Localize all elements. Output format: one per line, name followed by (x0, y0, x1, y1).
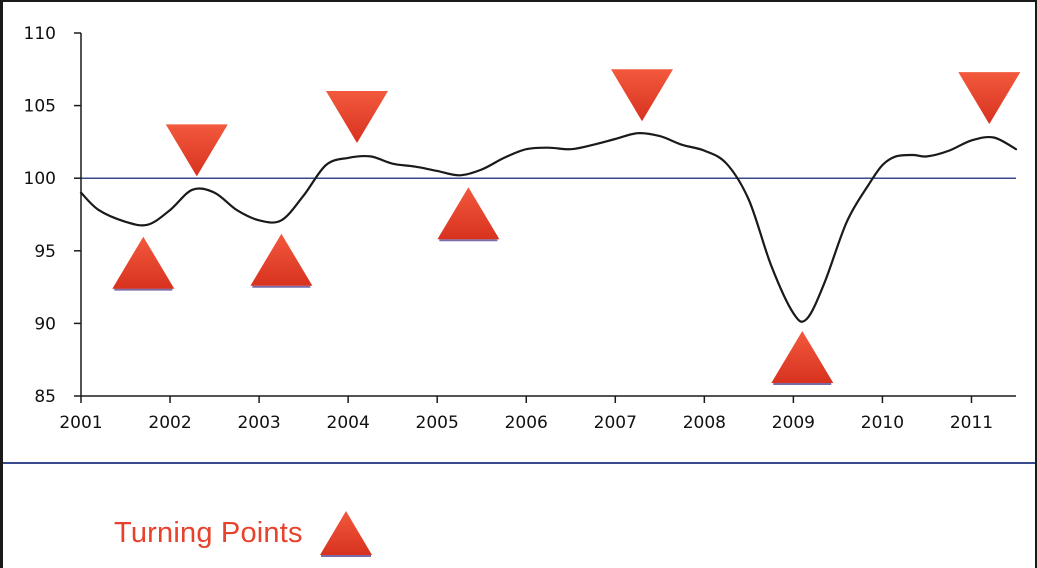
y-tick-label: 100 (24, 169, 56, 189)
peak-marker-icon (165, 124, 228, 177)
peak-marker-icon (958, 72, 1021, 125)
trough-marker-icon (437, 187, 500, 240)
y-tick-label: 85 (34, 387, 56, 407)
legend-triangle-icon (319, 511, 372, 557)
x-tick-label: 2004 (327, 413, 370, 433)
x-tick-label: 2001 (59, 413, 102, 433)
peak-marker-icon (611, 69, 673, 122)
data-line (79, 132, 1018, 323)
y-tick-label: 110 (24, 24, 56, 44)
x-tick-label: 2010 (861, 413, 904, 433)
trough-marker-icon (250, 233, 313, 286)
y-tick-label: 105 (24, 97, 56, 117)
x-tick-label: 2009 (772, 413, 815, 433)
legend-label: Turning Points (114, 516, 303, 549)
trough-marker-icon (112, 236, 175, 289)
x-tick-label: 2006 (505, 413, 548, 433)
y-tick-label: 95 (34, 242, 56, 262)
x-tick-label: 2011 (950, 413, 993, 433)
x-tick-label: 2002 (148, 413, 191, 433)
x-tick-label: 2003 (237, 413, 280, 433)
x-tick-label: 2005 (416, 413, 459, 433)
x-tick-label: 2008 (683, 413, 726, 433)
legend: Turning Points (114, 503, 375, 563)
y-tick-label: 90 (34, 314, 56, 334)
trough-marker-icon (771, 331, 834, 383)
peak-marker-icon (326, 91, 388, 143)
x-tick-label: 2007 (594, 413, 637, 433)
